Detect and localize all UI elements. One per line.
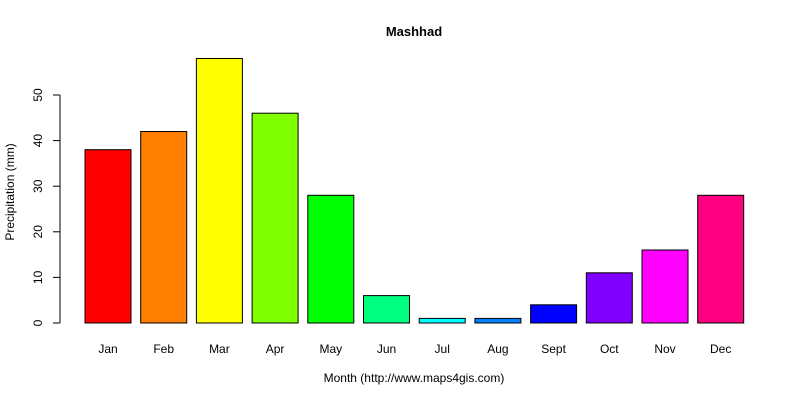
bar-nov [641,249,689,324]
y-axis-label: Precipitation (mm) [3,143,17,240]
x-tick-label: Feb [153,342,174,356]
bar-mar [195,58,243,324]
chart-title: Mashhad [386,24,442,39]
x-tick-label: Aug [487,342,508,356]
bars-group [84,58,745,324]
bar-jun [363,295,410,324]
x-tick-label: May [319,342,342,356]
x-tick-label: Mar [209,342,230,356]
y-tick-label: 30 [31,179,45,193]
x-tick-label: Dec [710,342,731,356]
x-tick-labels: Jan Feb Mar Apr May Jun Jul Aug Sept Oct Nov Dec [98,342,731,356]
bar-aug [474,317,522,324]
x-tick-label: Jan [98,342,117,356]
bar-may [307,194,355,324]
y-tick-label: 40 [31,134,45,148]
bar-sept [530,304,578,324]
x-tick-label: Apr [266,342,285,356]
bar-apr [251,112,299,324]
bar-jan [84,149,132,324]
x-axis-label: Month (http://www.maps4gis.com) [324,371,505,385]
y-axis: 0 10 20 30 40 50 [31,88,61,326]
bar-jul [418,317,466,324]
bar-dec [697,194,745,324]
y-tick-label: 20 [31,225,45,239]
x-tick-label: Jul [435,342,450,356]
y-tick-label: 10 [31,270,45,284]
x-tick-label: Nov [654,342,675,356]
x-tick-label: Jun [377,342,396,356]
y-tick-label: 50 [31,88,45,102]
x-tick-label: Sept [541,342,566,356]
bar-feb [140,131,188,324]
bar-oct [585,272,633,324]
y-tick-label: 0 [31,319,45,326]
x-tick-label: Oct [600,342,619,356]
